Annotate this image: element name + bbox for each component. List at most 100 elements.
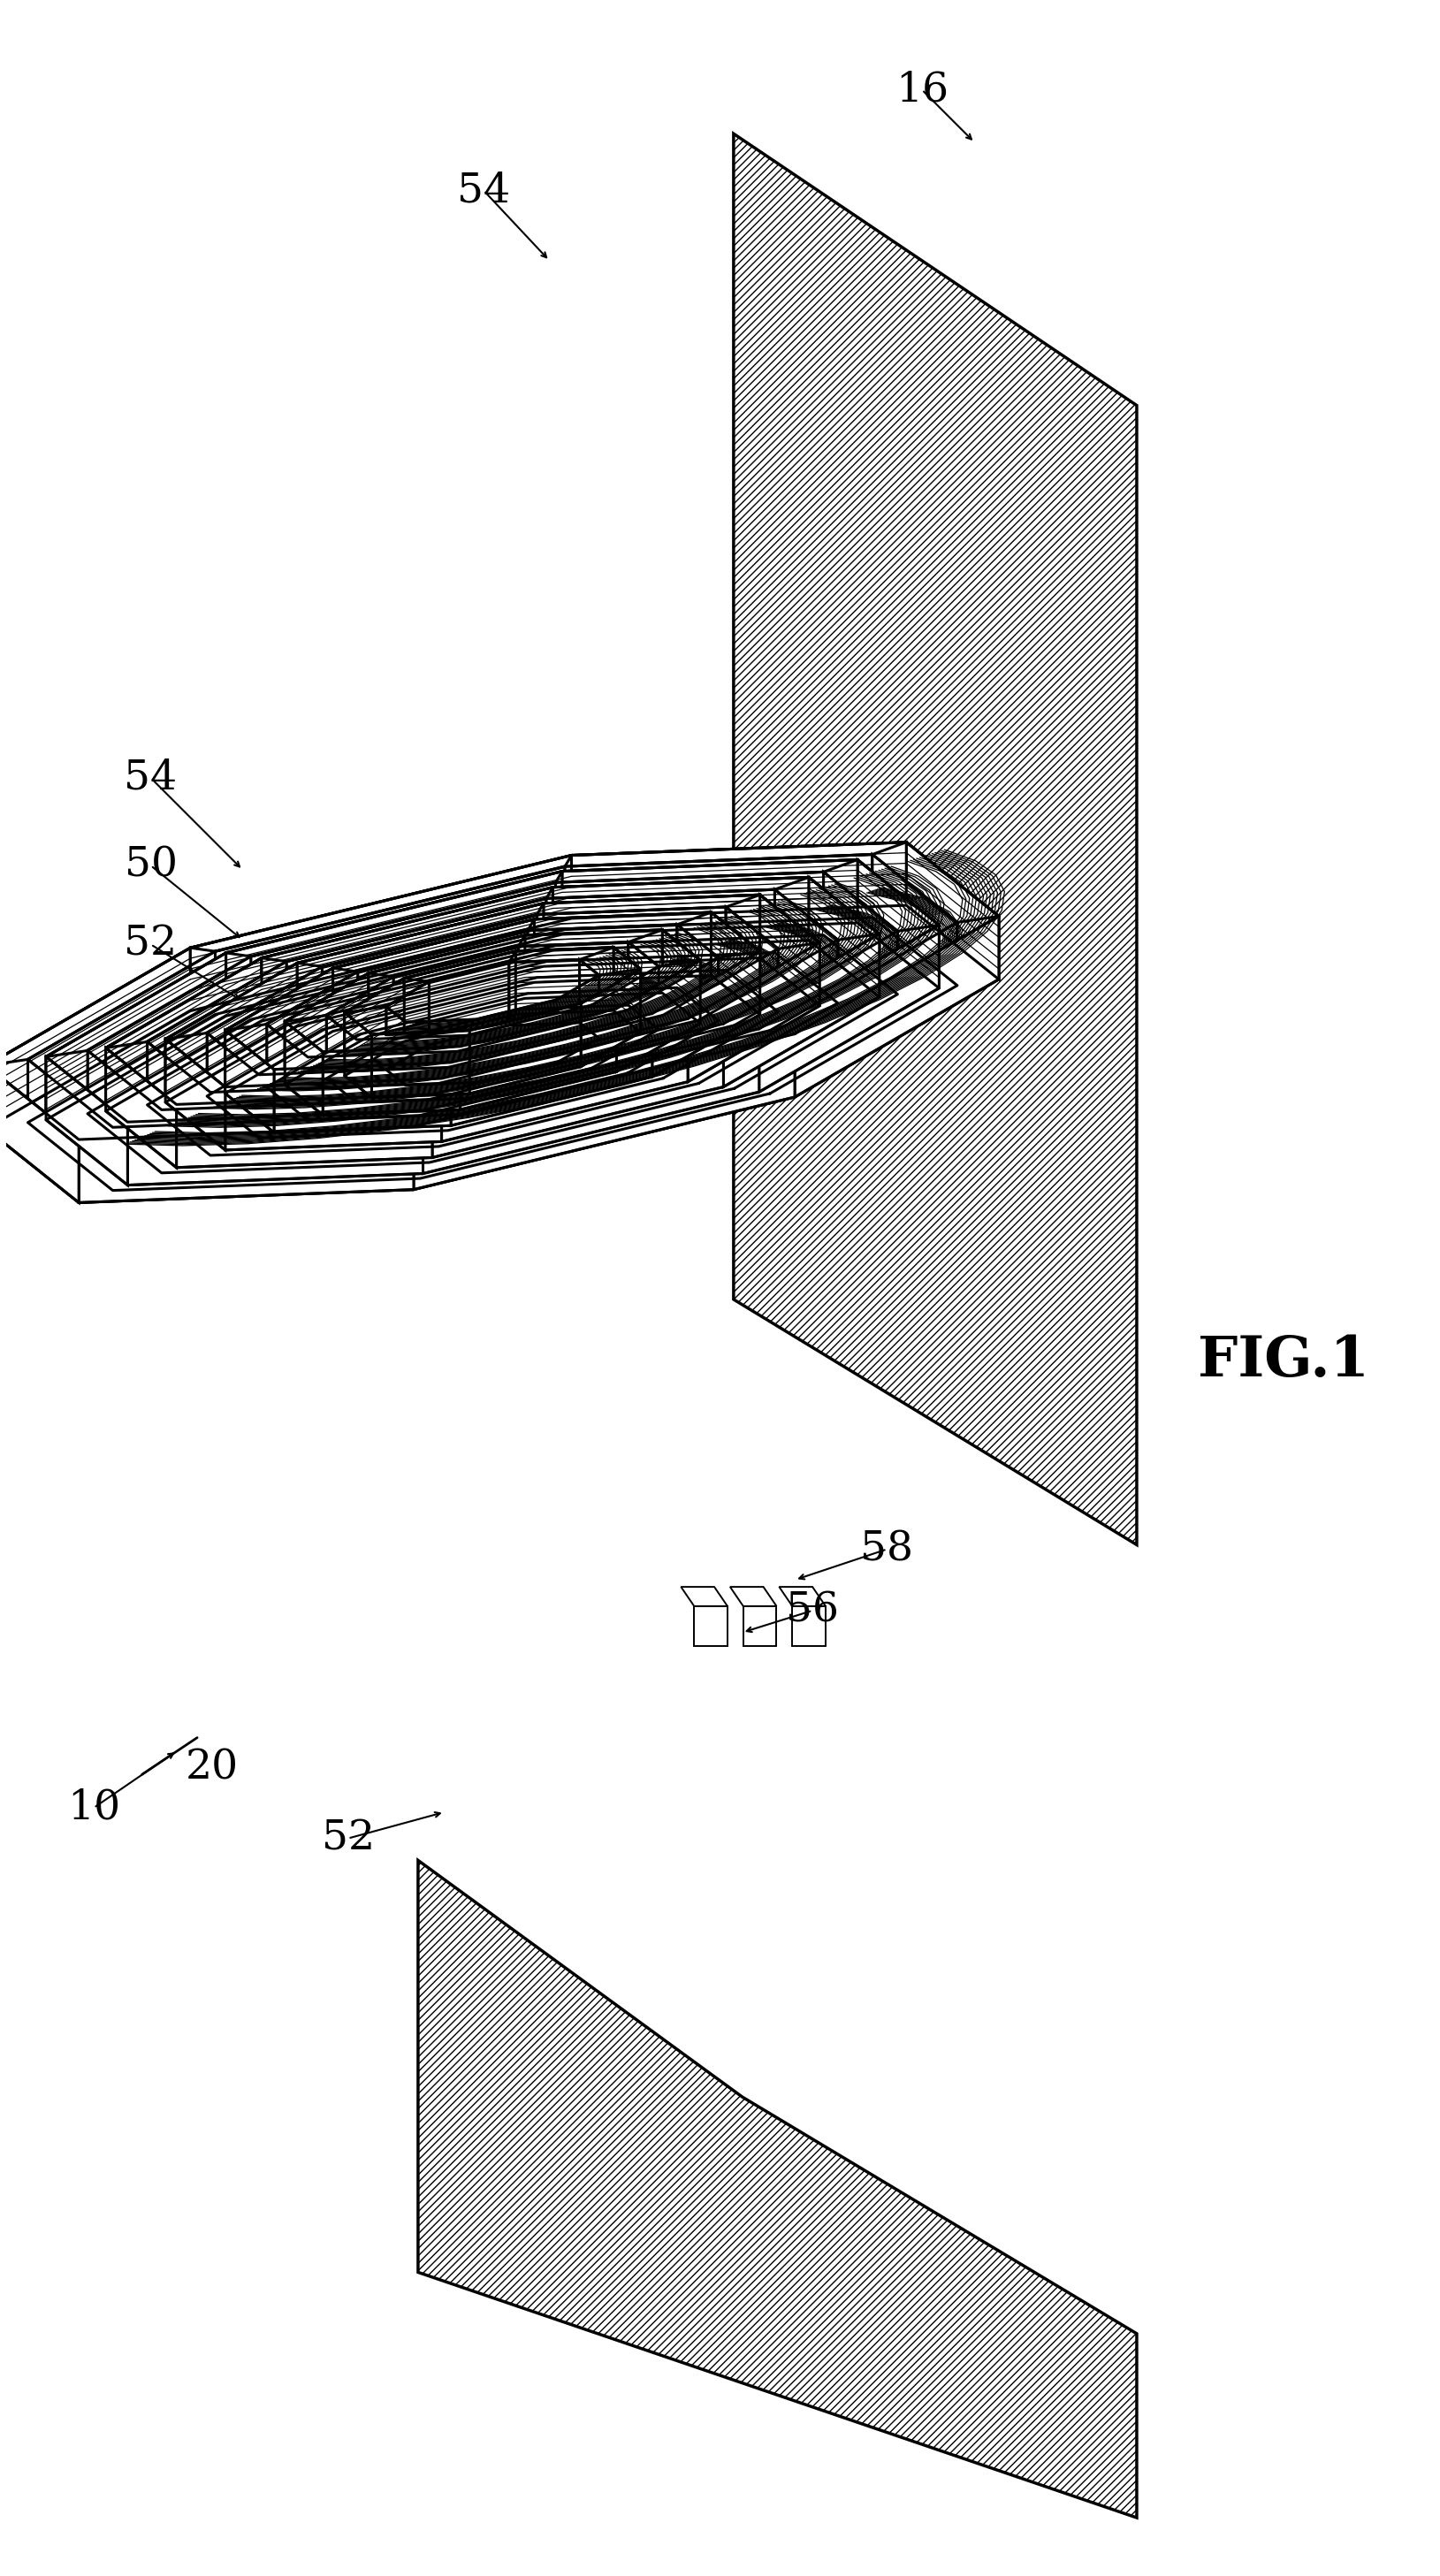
Polygon shape bbox=[694, 1607, 727, 1646]
Polygon shape bbox=[0, 1066, 79, 1203]
Polygon shape bbox=[616, 961, 700, 1072]
Polygon shape bbox=[677, 912, 711, 987]
Polygon shape bbox=[46, 860, 939, 1123]
Polygon shape bbox=[0, 1059, 27, 1128]
Polygon shape bbox=[743, 1607, 776, 1646]
Polygon shape bbox=[266, 925, 719, 1056]
Text: 10: 10 bbox=[68, 1788, 121, 1829]
Polygon shape bbox=[792, 1607, 825, 1646]
Polygon shape bbox=[27, 951, 215, 1123]
Polygon shape bbox=[726, 907, 778, 1012]
Polygon shape bbox=[46, 1051, 88, 1121]
Polygon shape bbox=[79, 1126, 413, 1203]
Polygon shape bbox=[719, 951, 760, 1020]
Polygon shape bbox=[688, 943, 819, 1082]
Polygon shape bbox=[344, 979, 405, 1077]
Polygon shape bbox=[285, 930, 700, 1051]
Polygon shape bbox=[372, 1030, 469, 1097]
Polygon shape bbox=[580, 969, 641, 1066]
Polygon shape bbox=[556, 871, 562, 945]
Polygon shape bbox=[225, 969, 333, 1092]
Polygon shape bbox=[579, 948, 613, 1023]
Polygon shape bbox=[432, 1023, 723, 1157]
Polygon shape bbox=[418, 1860, 1136, 2517]
Polygon shape bbox=[518, 935, 526, 1010]
Polygon shape bbox=[527, 925, 677, 994]
Polygon shape bbox=[628, 930, 662, 1005]
Polygon shape bbox=[413, 1033, 795, 1190]
Polygon shape bbox=[779, 1587, 825, 1607]
Polygon shape bbox=[564, 855, 873, 930]
Text: 54: 54 bbox=[458, 170, 510, 211]
Polygon shape bbox=[386, 981, 429, 1069]
Polygon shape bbox=[327, 943, 658, 1041]
Polygon shape bbox=[546, 889, 775, 961]
Polygon shape bbox=[369, 974, 393, 1041]
Polygon shape bbox=[838, 935, 880, 1002]
Polygon shape bbox=[344, 1012, 372, 1097]
Polygon shape bbox=[510, 951, 516, 1025]
Polygon shape bbox=[105, 958, 262, 1110]
Polygon shape bbox=[537, 907, 726, 976]
Polygon shape bbox=[599, 969, 641, 1038]
Polygon shape bbox=[775, 889, 838, 1002]
Polygon shape bbox=[711, 912, 760, 1015]
Polygon shape bbox=[190, 855, 572, 1010]
Polygon shape bbox=[274, 1061, 451, 1133]
Polygon shape bbox=[562, 860, 857, 935]
Polygon shape bbox=[226, 953, 251, 1020]
Polygon shape bbox=[795, 917, 999, 1097]
Text: FIG.1: FIG.1 bbox=[1198, 1334, 1369, 1388]
Polygon shape bbox=[166, 1033, 207, 1103]
Polygon shape bbox=[662, 930, 700, 1023]
Polygon shape bbox=[226, 871, 562, 1015]
Polygon shape bbox=[207, 907, 778, 1074]
Polygon shape bbox=[556, 871, 824, 945]
Polygon shape bbox=[809, 878, 880, 997]
Polygon shape bbox=[534, 912, 711, 981]
Polygon shape bbox=[897, 925, 939, 994]
Polygon shape bbox=[537, 904, 543, 976]
Polygon shape bbox=[266, 971, 357, 1087]
Polygon shape bbox=[297, 904, 543, 1025]
Polygon shape bbox=[857, 860, 939, 989]
Polygon shape bbox=[166, 1038, 225, 1149]
Text: 20: 20 bbox=[186, 1749, 239, 1788]
Polygon shape bbox=[423, 1028, 759, 1175]
Polygon shape bbox=[166, 963, 297, 1103]
Polygon shape bbox=[386, 961, 599, 1023]
Polygon shape bbox=[46, 953, 226, 1121]
Polygon shape bbox=[369, 935, 526, 1036]
Text: 58: 58 bbox=[861, 1530, 913, 1569]
Polygon shape bbox=[166, 894, 819, 1087]
Polygon shape bbox=[824, 860, 857, 935]
Polygon shape bbox=[451, 1012, 652, 1126]
Polygon shape bbox=[147, 961, 287, 1105]
Polygon shape bbox=[516, 948, 613, 1015]
Polygon shape bbox=[405, 979, 429, 1046]
Polygon shape bbox=[824, 871, 897, 994]
Polygon shape bbox=[46, 1056, 128, 1185]
Polygon shape bbox=[759, 925, 939, 1092]
Polygon shape bbox=[546, 886, 553, 961]
Polygon shape bbox=[906, 842, 999, 979]
Polygon shape bbox=[323, 1046, 461, 1115]
Polygon shape bbox=[27, 855, 958, 1128]
Text: 52: 52 bbox=[124, 925, 177, 963]
Polygon shape bbox=[510, 961, 579, 1025]
Polygon shape bbox=[207, 966, 323, 1097]
Polygon shape bbox=[225, 1079, 442, 1149]
Text: 16: 16 bbox=[896, 70, 949, 111]
Polygon shape bbox=[442, 1018, 688, 1141]
Polygon shape bbox=[225, 912, 760, 1069]
Polygon shape bbox=[105, 878, 880, 1105]
Polygon shape bbox=[730, 1587, 776, 1607]
Polygon shape bbox=[88, 871, 897, 1110]
Polygon shape bbox=[613, 948, 641, 1033]
Polygon shape bbox=[393, 945, 518, 1041]
Polygon shape bbox=[323, 914, 537, 1030]
Text: 52: 52 bbox=[321, 1819, 374, 1857]
Polygon shape bbox=[0, 842, 999, 1139]
Polygon shape bbox=[225, 1025, 266, 1092]
Polygon shape bbox=[543, 894, 760, 966]
